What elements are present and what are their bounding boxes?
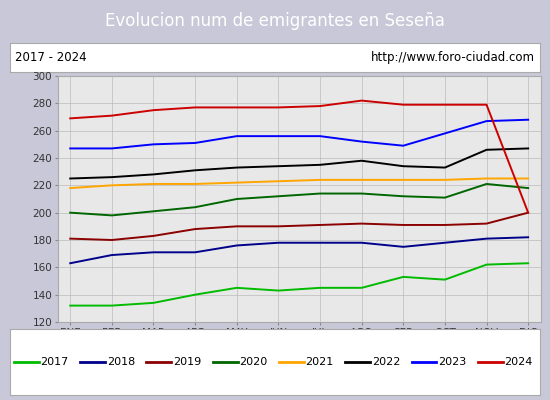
Text: 2021: 2021	[305, 357, 334, 367]
Text: Evolucion num de emigrantes en Seseña: Evolucion num de emigrantes en Seseña	[105, 12, 445, 30]
Text: 2020: 2020	[239, 357, 267, 367]
Text: http://www.foro-ciudad.com: http://www.foro-ciudad.com	[371, 51, 535, 64]
Text: 2024: 2024	[504, 357, 533, 367]
Text: 2023: 2023	[438, 357, 466, 367]
Text: 2017: 2017	[40, 357, 69, 367]
Text: 2019: 2019	[173, 357, 201, 367]
Text: 2018: 2018	[107, 357, 135, 367]
Text: 2017 - 2024: 2017 - 2024	[15, 51, 87, 64]
Text: 2022: 2022	[372, 357, 400, 367]
